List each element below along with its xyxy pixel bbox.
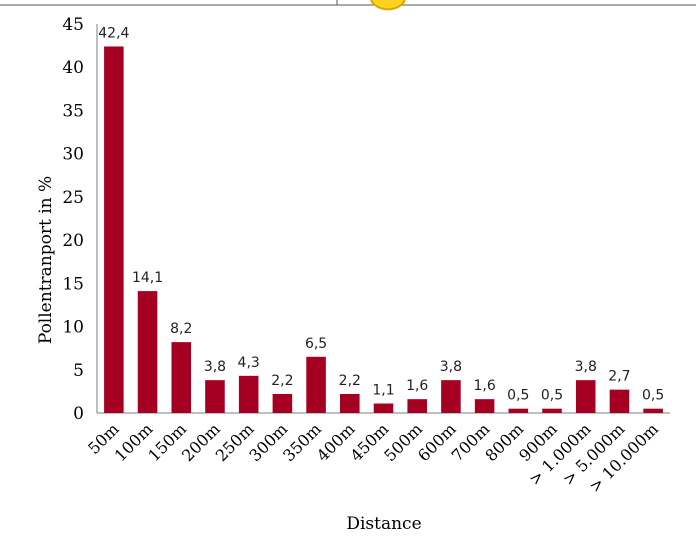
data-label: 14,1 [132, 270, 163, 286]
data-label: 1,6 [406, 378, 428, 394]
bar [238, 375, 259, 413]
data-label: 3,8 [575, 359, 597, 375]
bar [575, 380, 596, 413]
bar [104, 46, 124, 413]
bar [474, 399, 495, 413]
bar [508, 408, 529, 413]
data-label: 2,2 [339, 373, 361, 389]
y-tick-label: 5 [73, 361, 84, 381]
data-label: 3,8 [440, 359, 462, 375]
y-tick-label: 45 [62, 15, 84, 35]
bar [643, 408, 663, 413]
bar [542, 408, 562, 413]
y-tick-label: 40 [62, 58, 84, 78]
data-label: 1,1 [372, 382, 394, 398]
y-axis-title: Pollentranport in % [36, 176, 56, 344]
bar [340, 393, 360, 413]
x-tick-labels: 50m100m150m200m250m300m350m400m450m500m6… [84, 419, 662, 496]
data-label: 0,5 [541, 388, 563, 404]
x-axis-title: Distance [346, 514, 421, 534]
y-tick-label: 15 [62, 274, 84, 294]
data-label: 6,5 [305, 336, 327, 352]
y-tick-label: 35 [62, 101, 84, 121]
data-labels: 42,4 14,1 8,2 3,8 4,3 2,2 6,5 2,2 1,1 1,6 3,8 1,6 0,… [98, 25, 664, 403]
y-tick-label: 0 [73, 404, 84, 424]
data-label: 3,8 [204, 359, 226, 375]
data-label: 2,2 [271, 373, 293, 389]
y-tick-label: 30 [62, 145, 84, 165]
bar [171, 342, 192, 413]
y-tick-label: 20 [62, 231, 84, 251]
bar [306, 356, 326, 413]
y-tick-labels: 0 5 10 15 20 25 30 35 40 45 [62, 15, 84, 424]
data-label: 0,5 [642, 388, 664, 404]
top-yellow-circle-fragment [370, 0, 406, 11]
bar [441, 380, 461, 413]
bar [407, 399, 427, 413]
bar [137, 291, 158, 413]
data-label: 4,3 [238, 355, 260, 371]
bar [205, 380, 225, 413]
bar [373, 403, 394, 413]
y-tick-label: 25 [62, 188, 84, 208]
data-label: 2,7 [608, 369, 630, 385]
data-label: 42,4 [98, 25, 129, 41]
y-tick-label: 10 [62, 318, 84, 338]
top-decoration [0, 0, 696, 11]
bars [104, 46, 663, 413]
data-label: 8,2 [170, 321, 192, 337]
data-label: 1,6 [473, 378, 495, 394]
bar [609, 389, 630, 413]
bar [272, 393, 293, 413]
data-label: 0,5 [507, 388, 529, 404]
